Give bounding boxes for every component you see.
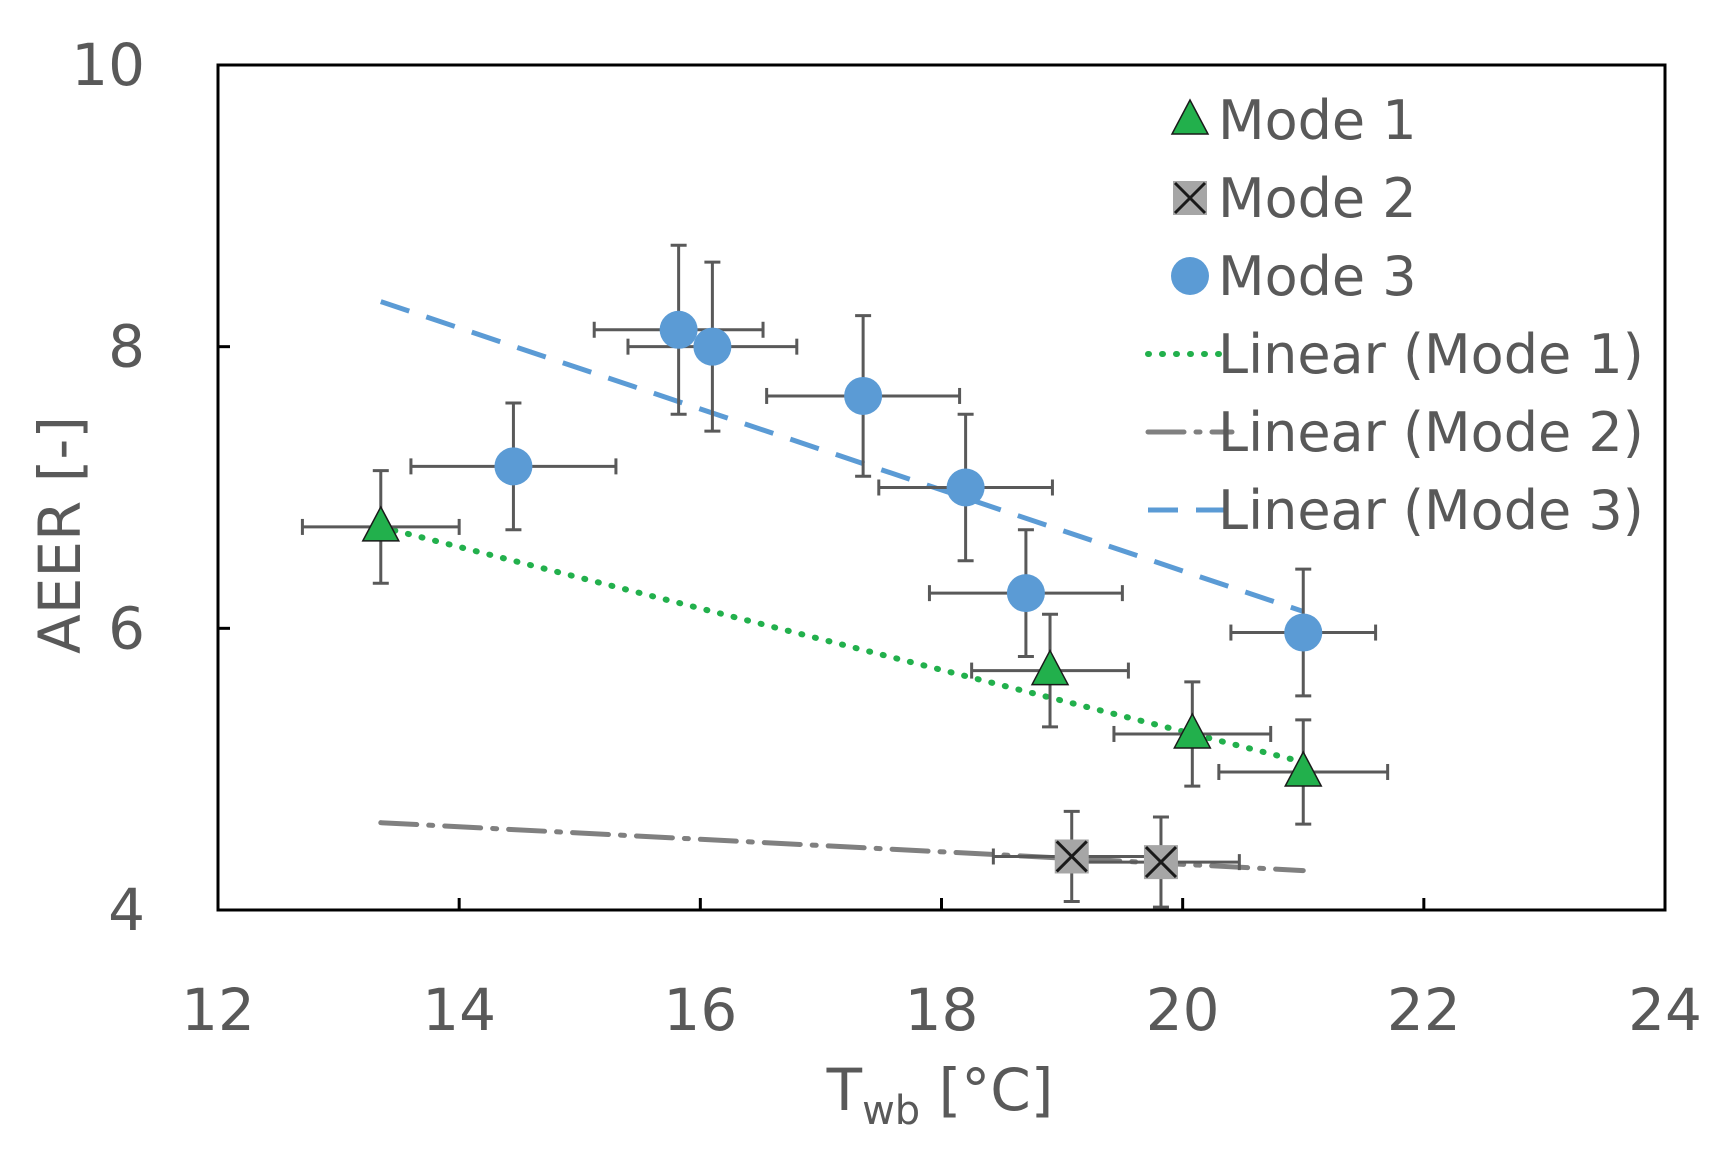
legend-label: Linear (Mode 1) [1218,323,1644,386]
x-tick-labels: 12 14 16 18 20 22 24 [181,976,1702,1044]
data-point [693,327,732,366]
legend-marker [1173,181,1207,215]
legend-marker [1171,257,1209,295]
data-point-cross [1144,846,1178,879]
y-axis-label: AEER [-] [26,416,94,654]
legend-label: Mode 2 [1218,167,1417,230]
y-tick-label: 8 [108,313,145,381]
data-point [1284,750,1323,787]
data-point-cross [1055,840,1088,873]
data-point [1143,845,1178,880]
data-point [844,376,883,415]
data-point [1284,613,1323,652]
legend-marker [1170,98,1210,135]
x-axis-label-unit: [°C] [920,1056,1053,1124]
trendline [377,523,1307,766]
y-tick-labels: 4 6 8 10 [71,31,145,944]
x-tick-label: 18 [905,976,979,1044]
y-tick-label: 6 [108,594,145,662]
markers [361,310,1323,880]
x-tick-label: 14 [422,976,496,1044]
trendline [379,299,1305,614]
data-point [1006,574,1045,613]
x-axis-label-main: T [826,1056,863,1124]
legend-label: Mode 1 [1218,89,1417,152]
data-point [1054,839,1089,874]
legend: Mode 1 Mode 2 Mode 3 Linear (Mode 1) Linear … [1145,89,1644,542]
x-tick-label: 22 [1387,976,1461,1044]
x-tick-label: 12 [181,976,255,1044]
y-tick-label: 4 [108,876,145,944]
data-point [1030,648,1070,686]
x-tick-label: 24 [1628,976,1702,1044]
data-point [1173,712,1212,749]
x-axis-label-sub: wb [862,1088,920,1134]
legend-marker-cross [1173,181,1207,215]
data-point [361,505,401,542]
y-tick-label: 10 [71,31,145,99]
legend-label: Linear (Mode 2) [1218,401,1644,464]
data-point [946,468,985,507]
legend-label: Linear (Mode 3) [1218,479,1644,542]
x-tick-label: 20 [1146,976,1220,1044]
axis-ticks [216,63,1667,912]
data-point [494,447,533,486]
legend-label: Mode 3 [1218,245,1417,308]
x-tick-label: 16 [663,976,737,1044]
x-axis-label: Twb [°C] [826,1056,1054,1134]
data-point [659,310,698,349]
